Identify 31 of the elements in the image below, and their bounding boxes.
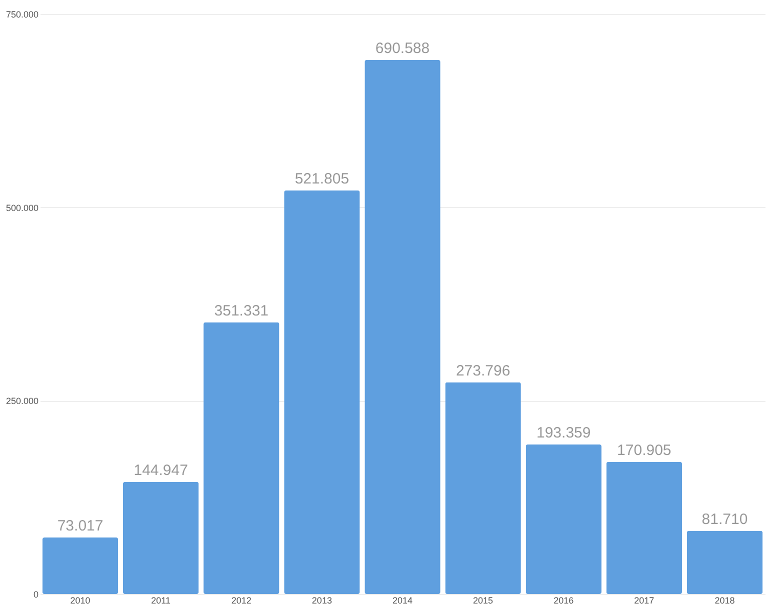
x-tick-label: 2011 [151, 596, 171, 606]
x-tick-label: 2012 [231, 596, 252, 606]
data-label: 81.710 [702, 510, 748, 528]
bar [364, 60, 440, 594]
x-tick-label: 2010 [70, 596, 90, 606]
bar [204, 322, 280, 594]
x-tick-label: 2017 [634, 596, 654, 606]
data-label: 690.588 [375, 40, 430, 57]
y-tick-label: 0 [33, 590, 38, 600]
bar [42, 538, 118, 594]
data-label: 521.805 [294, 170, 350, 188]
bar [284, 190, 360, 594]
data-label: 193.359 [536, 424, 591, 442]
bar [686, 530, 763, 594]
x-tick-label: 2018 [714, 596, 735, 606]
data-label: 273.796 [456, 362, 510, 380]
data-label: 351.331 [214, 302, 269, 320]
bar [445, 382, 521, 594]
y-tick-label: 500.000 [6, 202, 38, 213]
x-tick-label: 2014 [392, 596, 413, 606]
x-tick-label: 2016 [554, 596, 574, 606]
bar [606, 462, 682, 594]
bar [526, 444, 602, 594]
y-tick-label: 750.000 [6, 10, 38, 20]
data-label: 170.905 [617, 442, 672, 459]
x-tick-label: 2013 [312, 596, 332, 606]
data-label: 144.947 [134, 462, 188, 479]
bar [122, 482, 199, 594]
x-tick-label: 2015 [473, 596, 494, 606]
data-label: 73.017 [57, 518, 104, 535]
y-tick-label: 250.000 [6, 396, 38, 406]
